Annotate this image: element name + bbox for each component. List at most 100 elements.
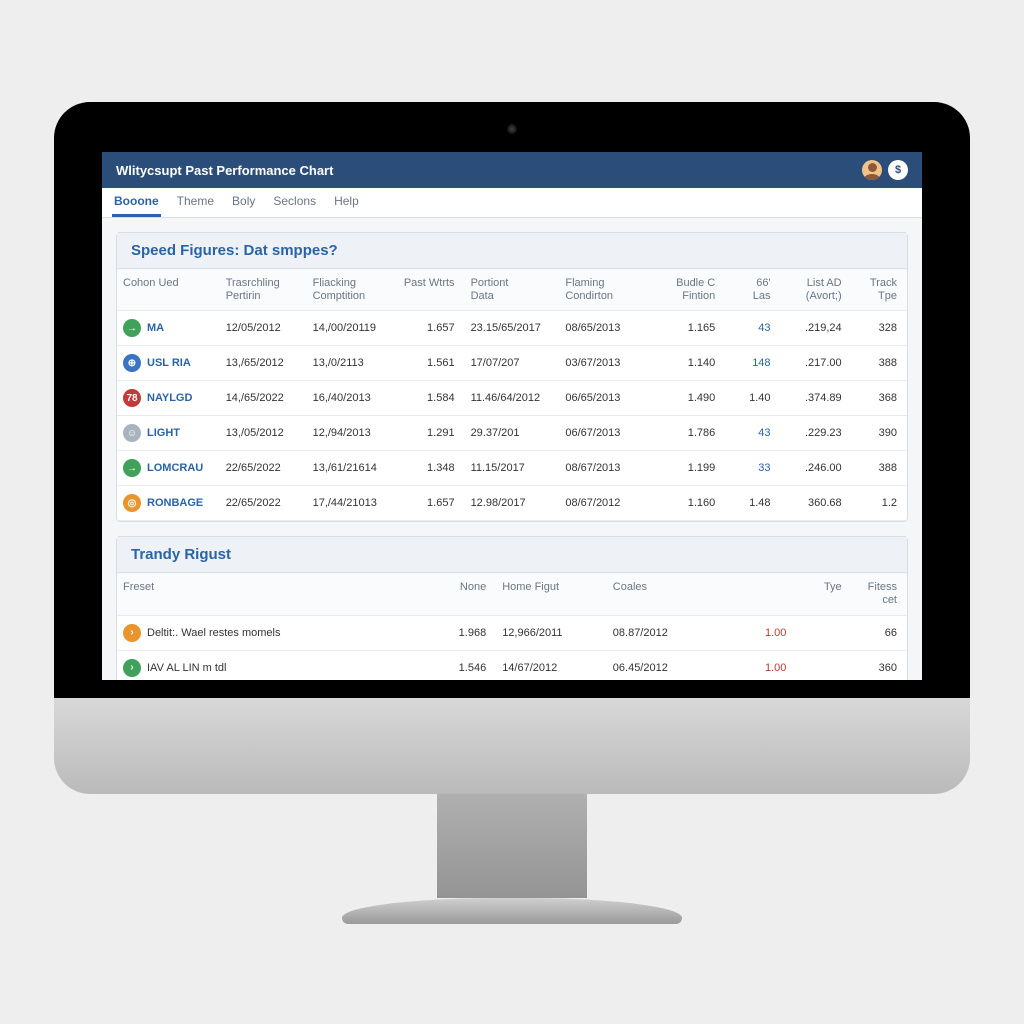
column-header[interactable]: TrackTpe <box>852 269 907 311</box>
row-name: NAYLGD <box>147 392 192 404</box>
table-row[interactable]: 78 NAYLGD 14,/65/202216,/40/20131.58411.46… <box>117 381 907 416</box>
cell: 1.2 <box>852 486 907 521</box>
camera-dot <box>507 124 517 134</box>
column-header[interactable]: 66'Las <box>725 269 780 311</box>
cell: 11.15/2017 <box>465 451 560 486</box>
cell: 360 <box>852 650 907 680</box>
titlebar: Wlitycsupt Past Performance Chart $ <box>102 152 922 188</box>
cell: 13,/61/21614 <box>307 451 394 486</box>
cell: 1.584 <box>393 381 464 416</box>
column-header[interactable]: Past Wtrts <box>393 269 464 311</box>
name-cell[interactable]: ◎RONBAGE <box>117 486 220 521</box>
column-header[interactable]: Fitesscet <box>852 573 907 615</box>
column-header[interactable]: Home Figut <box>496 573 607 615</box>
cell: 1.40 <box>725 381 780 416</box>
table-row[interactable]: ›IAV AL LIN m tdl1.54614/67/201206.45/20… <box>117 650 907 680</box>
tab-boly[interactable]: Boly <box>230 188 257 217</box>
name-cell[interactable]: › IAV AL LIN m tdl <box>117 650 417 680</box>
tab-booone[interactable]: Booone <box>112 188 161 217</box>
trandy-table: FresetNoneHome FigutCoales TyeFitesscet ›… <box>117 573 907 680</box>
row-icon: › <box>123 624 141 642</box>
cell: 22/65/2022 <box>220 486 307 521</box>
cell: 1.165 <box>654 311 725 346</box>
column-header[interactable]: List AD(Avort;) <box>781 269 852 311</box>
cell: 06/67/2013 <box>559 416 654 451</box>
name-cell[interactable]: →MA <box>117 311 220 346</box>
table-row[interactable]: →LOMCRAU22/65/202213,/61/216141.34811.15… <box>117 451 907 486</box>
tab-theme[interactable]: Theme <box>175 188 216 217</box>
cell: 13,/05/2012 <box>220 416 307 451</box>
row-name: Deltit:. Wael restes momels <box>147 627 280 639</box>
cell: 1.657 <box>393 311 464 346</box>
panel-title: Speed Figures: Dat smppes? <box>117 233 907 269</box>
column-header[interactable]: Tye <box>796 573 851 615</box>
column-header[interactable]: FliackingComptition <box>307 269 394 311</box>
cell: 1.140 <box>654 346 725 381</box>
imac-mockup: Wlitycsupt Past Performance Chart $ Booo… <box>54 102 970 924</box>
speed-figures-table: Cohon UedTrasrchlingPertirinFliackingCom… <box>117 269 907 521</box>
cell: 66 <box>852 615 907 650</box>
table-row[interactable]: ☺LIGHT13,/05/201212,/94/20131.29129.37/2… <box>117 416 907 451</box>
table-row[interactable]: ⊕USL RIA13,/65/201213,/0/21131.56117/07/… <box>117 346 907 381</box>
cell: 148 <box>725 346 780 381</box>
column-header[interactable]: Coales <box>607 573 718 615</box>
monitor-chin <box>54 698 970 794</box>
cell: 1.48 <box>725 486 780 521</box>
cell: 11.46/64/2012 <box>465 381 560 416</box>
row-icon: 78 <box>123 389 141 407</box>
currency-badge[interactable]: $ <box>888 160 908 180</box>
cell: 12,/94/2013 <box>307 416 394 451</box>
cell: 17/07/207 <box>465 346 560 381</box>
cell: 1.490 <box>654 381 725 416</box>
cell: 33 <box>725 451 780 486</box>
column-header[interactable]: PortiontData <box>465 269 560 311</box>
cell: 08/67/2013 <box>559 451 654 486</box>
name-cell[interactable]: › Deltit:. Wael restes momels <box>117 615 417 650</box>
row-name: MA <box>147 322 164 334</box>
row-name: LIGHT <box>147 427 180 439</box>
column-header[interactable]: Budle CFintion <box>654 269 725 311</box>
tab-seclons[interactable]: Seclons <box>271 188 318 217</box>
row-name: IAV AL LIN m tdl <box>147 662 226 674</box>
stand-foot <box>342 898 682 924</box>
column-header[interactable] <box>717 573 796 615</box>
table-row[interactable]: →MA12/05/201214,/00/201191.65723.15/65/2… <box>117 311 907 346</box>
monitor-bezel: Wlitycsupt Past Performance Chart $ Booo… <box>54 102 970 698</box>
app-window: Wlitycsupt Past Performance Chart $ Booo… <box>102 152 922 680</box>
cell: 06/65/2013 <box>559 381 654 416</box>
cell: 1.00 <box>717 650 796 680</box>
cell: 390 <box>852 416 907 451</box>
column-header[interactable]: FlamingCondirton <box>559 269 654 311</box>
row-icon: › <box>123 659 141 677</box>
cell: .229.23 <box>781 416 852 451</box>
name-cell[interactable]: 78 NAYLGD <box>117 381 220 416</box>
cell: 1.561 <box>393 346 464 381</box>
table-row[interactable]: ›Deltit:. Wael restes momels1.96812,966/… <box>117 615 907 650</box>
name-cell[interactable]: ☺ LIGHT <box>117 416 220 451</box>
cell: 14/67/2012 <box>496 650 607 680</box>
user-avatar[interactable] <box>862 160 882 180</box>
column-header[interactable]: Freset <box>117 573 417 615</box>
tab-help[interactable]: Help <box>332 188 361 217</box>
cell: 14,/65/2022 <box>220 381 307 416</box>
name-cell[interactable]: ⊕USL RIA <box>117 346 220 381</box>
cell: 13,/0/2113 <box>307 346 394 381</box>
cell: 17,/44/21013 <box>307 486 394 521</box>
cell: 1.160 <box>654 486 725 521</box>
cell: 16,/40/2013 <box>307 381 394 416</box>
table-row[interactable]: ◎RONBAGE22/65/202217,/44/210131.65712.98… <box>117 486 907 521</box>
content-area: Speed Figures: Dat smppes? Cohon UedTras… <box>102 218 922 680</box>
cell: 08/65/2013 <box>559 311 654 346</box>
cell: 1.968 <box>417 615 496 650</box>
column-header[interactable]: Cohon Ued <box>117 269 220 311</box>
cell: 13,/65/2012 <box>220 346 307 381</box>
cell: .217.00 <box>781 346 852 381</box>
cell: .219,24 <box>781 311 852 346</box>
row-icon: ☺ <box>123 424 141 442</box>
cell: 12.98/2017 <box>465 486 560 521</box>
column-header[interactable]: TrasrchlingPertirin <box>220 269 307 311</box>
name-cell[interactable]: →LOMCRAU <box>117 451 220 486</box>
column-header[interactable]: None <box>417 573 496 615</box>
cell: 328 <box>852 311 907 346</box>
cell: 1.657 <box>393 486 464 521</box>
